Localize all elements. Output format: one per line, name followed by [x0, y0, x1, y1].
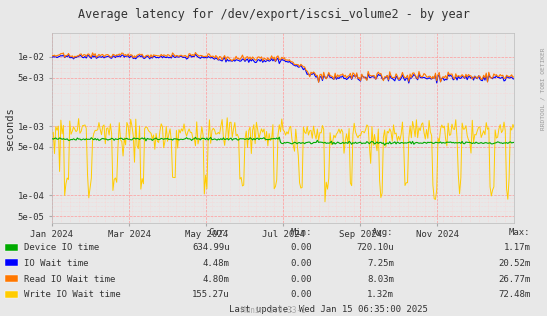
- Text: 0.00: 0.00: [290, 290, 312, 299]
- Text: 1.17m: 1.17m: [504, 243, 531, 252]
- Text: 4.80m: 4.80m: [203, 275, 230, 283]
- Y-axis label: seconds: seconds: [5, 106, 15, 150]
- Text: 155.27u: 155.27u: [192, 290, 230, 299]
- Text: 7.25m: 7.25m: [367, 259, 394, 268]
- Text: 0.00: 0.00: [290, 259, 312, 268]
- Text: Munin 2.0.33-1: Munin 2.0.33-1: [241, 306, 306, 315]
- Text: Last update: Wed Jan 15 06:35:00 2025: Last update: Wed Jan 15 06:35:00 2025: [229, 305, 428, 313]
- Text: Min:: Min:: [290, 228, 312, 237]
- Text: Write IO Wait time: Write IO Wait time: [24, 290, 121, 299]
- Text: 20.52m: 20.52m: [498, 259, 531, 268]
- Text: Read IO Wait time: Read IO Wait time: [24, 275, 115, 283]
- Text: IO Wait time: IO Wait time: [24, 259, 89, 268]
- Text: Cur:: Cur:: [208, 228, 230, 237]
- Text: Average latency for /dev/export/iscsi_volume2 - by year: Average latency for /dev/export/iscsi_vo…: [78, 8, 469, 21]
- Text: 0.00: 0.00: [290, 243, 312, 252]
- Text: 720.10u: 720.10u: [356, 243, 394, 252]
- Text: Avg:: Avg:: [373, 228, 394, 237]
- Text: 634.99u: 634.99u: [192, 243, 230, 252]
- Text: Device IO time: Device IO time: [24, 243, 100, 252]
- Text: 4.48m: 4.48m: [203, 259, 230, 268]
- Text: 8.03m: 8.03m: [367, 275, 394, 283]
- Text: Max:: Max:: [509, 228, 531, 237]
- Text: RRDTOOL / TOBI OETIKER: RRDTOOL / TOBI OETIKER: [541, 47, 546, 130]
- Text: 26.77m: 26.77m: [498, 275, 531, 283]
- Text: 0.00: 0.00: [290, 275, 312, 283]
- Text: 1.32m: 1.32m: [367, 290, 394, 299]
- Text: 72.48m: 72.48m: [498, 290, 531, 299]
